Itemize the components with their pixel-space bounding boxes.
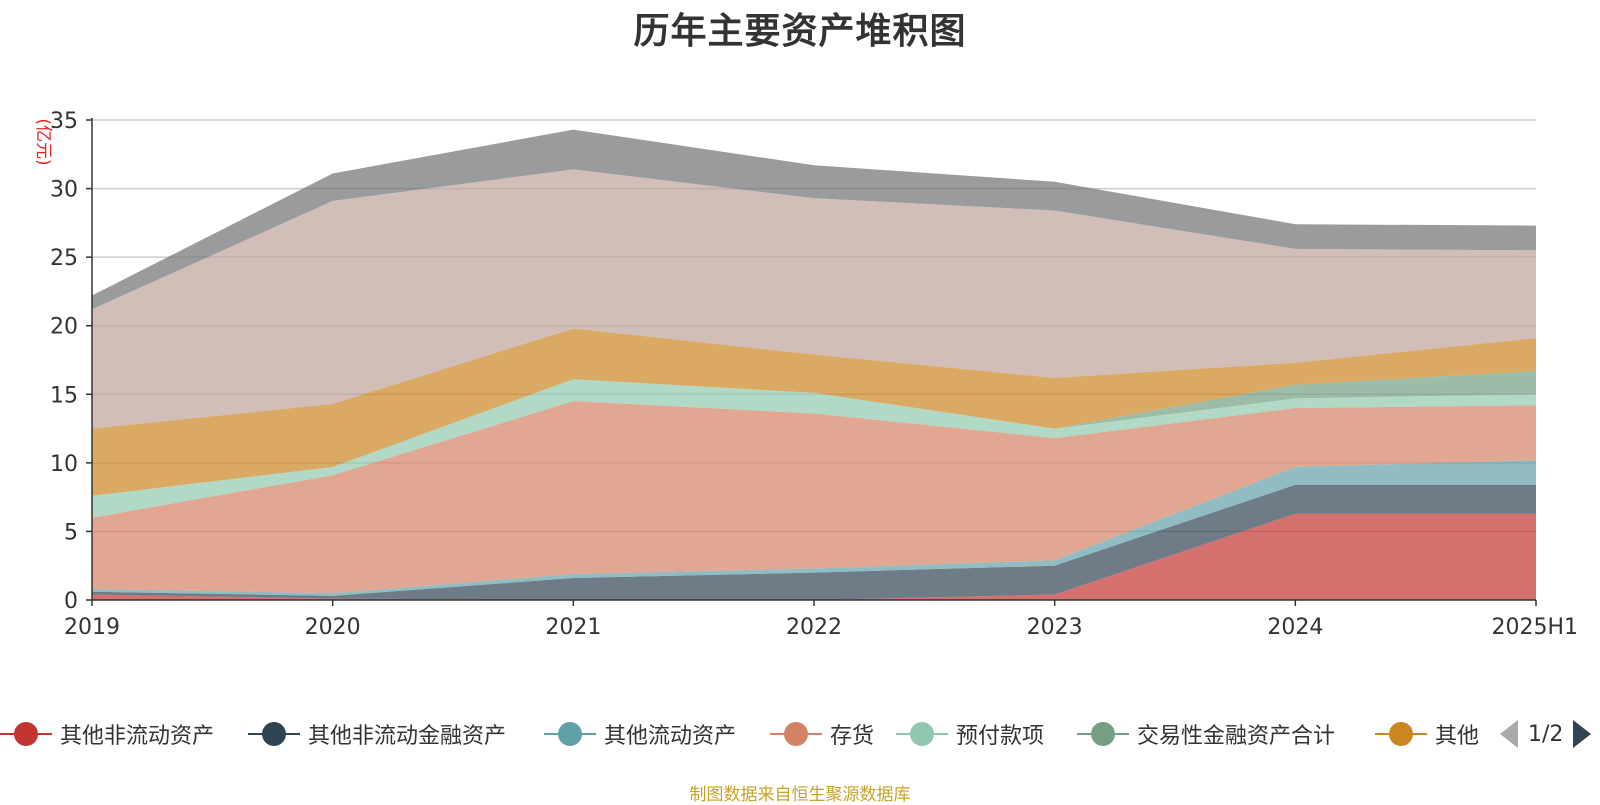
chart-title: 历年主要资产堆积图 [633,11,967,52]
legend-prev-page-button[interactable] [1500,720,1518,748]
legend-item-2[interactable]: 其他非流动金融资产 [248,712,506,756]
x-tick-label: 2021 [545,615,601,640]
area-series-6 [92,370,1536,496]
y-tick-label: 15 [50,383,78,408]
y-tick-label: 5 [64,520,78,545]
legend: 其他非流动资产 其他非流动金融资产 其他流动资产 存货 预付款项 交易性金融资产合计 其他 [0,712,1600,756]
legend-label: 其他流动资产 [604,724,737,749]
area-series-8 [92,169,1536,429]
y-tick-label: 30 [50,178,78,203]
y-tick-label: 10 [50,452,78,477]
legend-page-indicator: 1/2 [1528,721,1564,747]
legend-label: 交易性金融资产合计 [1137,724,1336,749]
area-series-4 [92,401,1536,594]
area-series-3 [92,460,1536,596]
x-tick-label: 2022 [786,615,842,640]
area-series-9 [92,129,1536,310]
y-tick-label: 20 [50,315,78,340]
area-series-1 [92,513,1536,600]
legend-next-page-button[interactable] [1573,720,1592,748]
area-series-2 [92,484,1536,600]
legend-label: 存货 [830,724,875,749]
x-tick-label: 2024 [1267,615,1323,640]
axis-layer: 0 5 10 15 20 25 30 35 2019 2020 2021 2022 2023 2024 20… [50,109,1578,640]
legend-label: 其他非流动资产 [60,724,215,749]
legend-swatch [544,719,596,749]
x-tick-label: 2019 [64,615,120,640]
legend-label: 其他非流动金融资产 [308,724,507,749]
y-axis-label: (亿元) [33,118,53,165]
legend-label: 预付款项 [956,724,1045,749]
legend-swatch [248,719,300,749]
x-tick-label: 2023 [1027,615,1083,640]
area-layer [92,129,1536,600]
legend-swatch [770,719,822,749]
y-tick-label: 35 [50,109,78,134]
legend-item-6[interactable]: 交易性金融资产合计 [1077,712,1335,756]
legend-item-4[interactable]: 存货 [770,712,874,756]
legend-swatch [1077,719,1129,749]
legend-swatch [896,719,948,749]
area-series-7 [92,328,1536,496]
legend-label: 其他 [1435,724,1480,749]
legend-item-5[interactable]: 预付款项 [896,712,1044,756]
legend-item-1[interactable]: 其他非流动资产 [0,712,214,756]
source-note: 制图数据来自恒生聚源数据库 [689,785,911,805]
legend-swatch [1375,719,1427,749]
legend-item-7[interactable]: 其他 [1375,712,1479,756]
y-tick-label: 0 [64,589,78,614]
legend-item-3[interactable]: 其他流动资产 [544,712,736,756]
y-tick-label: 25 [50,246,78,271]
legend-swatch [0,719,52,749]
x-tick-label: 2025H1 [1491,615,1578,640]
legend-pager: 1/2 [1500,712,1592,756]
x-tick-label: 2020 [305,615,361,640]
area-series-5 [92,379,1536,518]
